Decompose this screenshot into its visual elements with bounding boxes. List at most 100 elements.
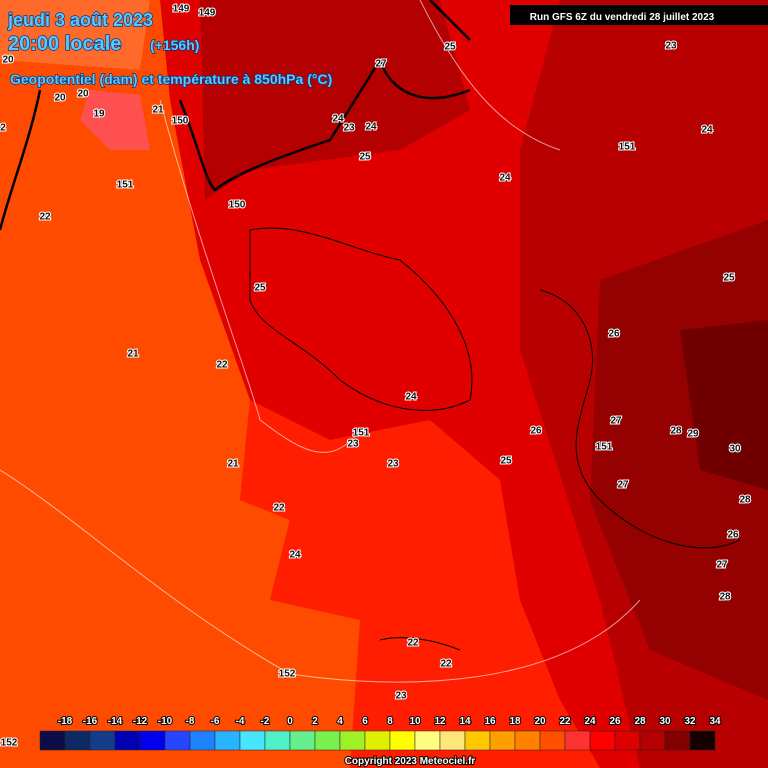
- scale-box: [564, 730, 591, 751]
- scale-label: -18: [58, 716, 73, 727]
- field: [80, 90, 150, 150]
- contour-label: 149: [173, 4, 190, 15]
- contour-label: 20: [2, 55, 14, 66]
- date: jeudi 3 août 2023: [7, 10, 153, 30]
- geopotential-line: [0, 0, 471, 231]
- scale-label: 10: [409, 716, 421, 727]
- scale-box: [614, 730, 641, 751]
- scale-label: 12: [434, 716, 446, 727]
- contour-label: 2: [0, 123, 6, 134]
- scale-label: -6: [211, 716, 220, 727]
- scale-label: 16: [484, 716, 496, 727]
- contour-label: 23: [665, 41, 677, 52]
- contour-label: 28: [670, 426, 682, 437]
- scale-label: -8: [186, 716, 195, 727]
- scale-label: 22: [559, 716, 571, 727]
- contour-label: 20: [54, 93, 66, 104]
- scale-label: 14: [459, 716, 471, 727]
- contour-label: 25: [723, 273, 735, 284]
- scale-label: 24: [584, 716, 596, 727]
- scale-box: [114, 730, 141, 751]
- contour-label: 27: [610, 416, 622, 427]
- time: 20:00 locale: [8, 33, 121, 55]
- contour-label: 23: [395, 691, 407, 702]
- scale-box: [214, 730, 241, 751]
- scale-label: -4: [236, 716, 245, 727]
- contour-label: 24: [289, 550, 301, 561]
- scale-label: -14: [108, 716, 123, 727]
- scale-box: [464, 730, 491, 751]
- contour-label: 21: [227, 459, 239, 470]
- scale-label: -16: [83, 716, 98, 727]
- scale-label: 28: [634, 716, 646, 727]
- scale-box: [164, 730, 191, 751]
- contour-label: 151: [619, 142, 636, 153]
- contour-label: 27: [617, 480, 629, 491]
- scale-box: [364, 730, 391, 751]
- contour-label: 22: [440, 659, 452, 670]
- scale-box: [514, 730, 541, 751]
- contour-label: 22: [407, 638, 419, 649]
- contour-label: 26: [608, 329, 620, 340]
- scale-box: [89, 730, 116, 751]
- scale-label: 8: [387, 716, 393, 727]
- contour-label: 20: [77, 89, 89, 100]
- scale-box: [664, 730, 691, 751]
- scale-box: [539, 730, 566, 751]
- scale-label: 2: [312, 716, 318, 727]
- color-scale: -18 -16 -14 -12 -10 -8 -6 -4 -2 0 2 4 6 8 10 12 14 16 18 20…: [39, 715, 722, 751]
- contour-label: 24: [332, 114, 344, 125]
- isotherm: [0, 0, 641, 683]
- scale-label: 32: [684, 716, 696, 727]
- scale-label: 18: [509, 716, 521, 727]
- scale-box: [39, 730, 66, 751]
- scale-label: 4: [337, 716, 343, 727]
- lead-time: (+156h): [150, 37, 199, 53]
- contour-label: 26: [530, 426, 542, 437]
- contour-label: 30: [729, 444, 741, 455]
- scale-label: 0: [287, 716, 293, 727]
- contour-label: 24: [499, 173, 511, 184]
- contour-label: 24: [365, 122, 377, 133]
- contour-label: 28: [739, 495, 751, 506]
- scale-box: [339, 730, 366, 751]
- run-box: [510, 5, 768, 25]
- copyright: Copyright 2023 Meteociel.fr: [345, 756, 476, 767]
- scale-box: [489, 730, 516, 751]
- scale-label: -10: [158, 716, 173, 727]
- contour-label: 21: [127, 349, 139, 360]
- scale-label: 30: [659, 716, 671, 727]
- scale-label: -12: [133, 716, 148, 727]
- contour-label: 27: [716, 560, 728, 571]
- contour-label: 151: [353, 428, 370, 439]
- contour-label: 25: [254, 283, 266, 294]
- scale-box: [439, 730, 466, 751]
- scale-box: [689, 730, 716, 751]
- field: [240, 400, 600, 768]
- scale-label: -2: [261, 716, 270, 727]
- contour-label: 151: [596, 442, 613, 453]
- field: [0, 0, 150, 70]
- contour-label: 25: [359, 152, 371, 163]
- contour-label: 25: [500, 456, 512, 467]
- field: [680, 320, 768, 490]
- scale-box: [239, 730, 266, 751]
- contour-label: 23: [343, 123, 355, 134]
- contour-label: 149: [199, 8, 216, 19]
- scale-box: [264, 730, 291, 751]
- contour-label: 150: [229, 200, 246, 211]
- scale-box: [639, 730, 666, 751]
- scale-box: [589, 730, 616, 751]
- contour-label: 23: [347, 439, 359, 450]
- run-info: Run GFS 6Z du vendredi 28 juillet 2023: [530, 12, 715, 23]
- scale-box: [189, 730, 216, 751]
- subtitle: Geopotentiel (dam) et température à 850h…: [10, 71, 332, 87]
- scale-box: [64, 730, 91, 751]
- contour-label: 25: [444, 42, 456, 53]
- contour-label: 27: [375, 59, 387, 70]
- contour-label: 150: [172, 116, 189, 127]
- scale-label: 34: [709, 716, 721, 727]
- field: [200, 0, 470, 200]
